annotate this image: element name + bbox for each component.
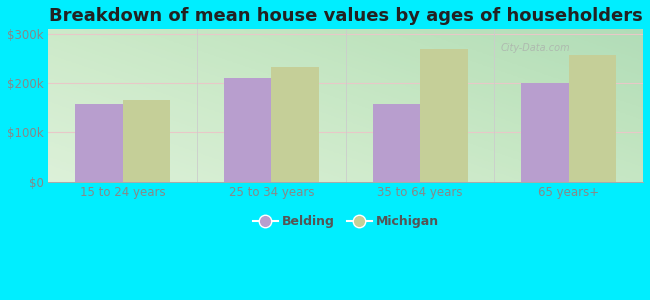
Text: City-Data.com: City-Data.com xyxy=(500,43,570,52)
Bar xyxy=(272,67,319,182)
Bar xyxy=(569,55,616,182)
Bar xyxy=(521,83,569,182)
Title: Breakdown of mean house values by ages of householders: Breakdown of mean house values by ages o… xyxy=(49,7,643,25)
Bar xyxy=(420,49,467,182)
Bar xyxy=(75,104,123,182)
Bar xyxy=(123,100,170,182)
Bar xyxy=(372,104,420,182)
Legend: Belding, Michigan: Belding, Michigan xyxy=(248,210,444,233)
Bar xyxy=(224,78,272,182)
